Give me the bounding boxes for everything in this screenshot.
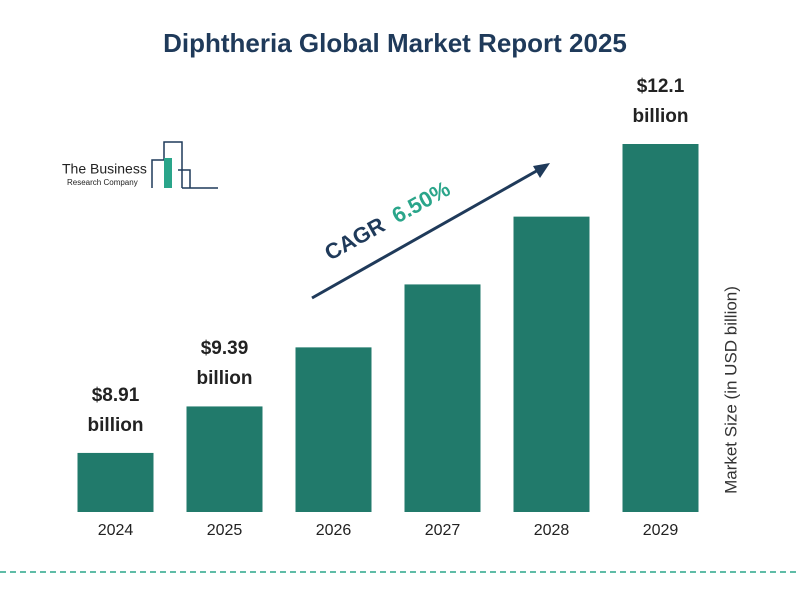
bar	[295, 347, 372, 512]
cagr-arrow	[311, 163, 550, 300]
x-tick-label: 2028	[534, 522, 570, 539]
value-label: $9.39 billion	[196, 338, 253, 390]
x-tick-label: 2027	[425, 522, 461, 539]
x-tick-label: 2025	[207, 522, 243, 539]
bar	[404, 284, 481, 512]
value-label: $12.1 billion	[632, 76, 689, 127]
logo-text: The Business	[62, 161, 147, 177]
cagr-label: CAGR	[320, 212, 389, 265]
logo-subtext: Research Company	[67, 178, 138, 187]
y-axis-label: Market Size (in USD billion)	[721, 286, 740, 494]
chart-title: Diphtheria Global Market Report 2025	[163, 28, 627, 58]
bar	[622, 144, 699, 512]
bar	[77, 452, 154, 512]
logo: The Business Research Company	[62, 141, 218, 189]
cagr-annotation: CAGR 6.50%	[320, 176, 454, 265]
x-tick-label: 2029	[643, 522, 679, 539]
bar	[186, 406, 263, 512]
bar	[513, 216, 590, 512]
cagr-value: 6.50%	[387, 176, 454, 228]
value-label: $8.91 billion	[87, 384, 144, 436]
x-tick-label: 2024	[98, 522, 134, 539]
x-tick-label: 2026	[316, 522, 352, 539]
